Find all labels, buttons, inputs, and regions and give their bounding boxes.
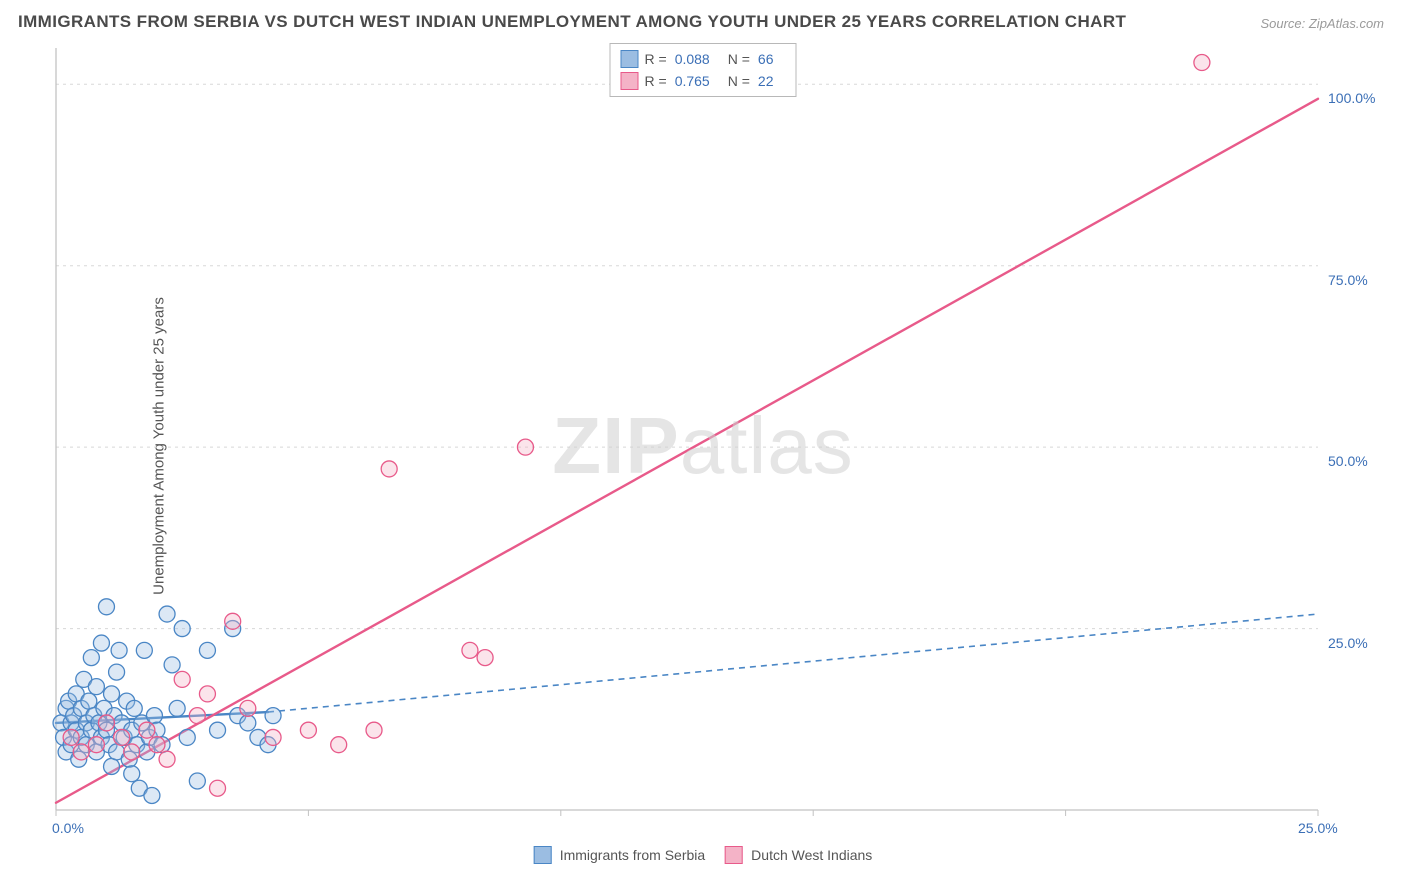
n-label: N = — [728, 70, 750, 92]
scatter-plot — [48, 40, 1388, 840]
r-value-serbia: 0.088 — [675, 48, 710, 70]
x-tick-label: 25.0% — [1298, 820, 1338, 836]
legend-row-serbia: R = 0.088 N = 66 — [621, 48, 786, 70]
series-legend: Immigrants from Serbia Dutch West Indian… — [534, 846, 873, 864]
swatch-serbia — [621, 50, 639, 68]
r-value-dutch: 0.765 — [675, 70, 710, 92]
correlation-legend: R = 0.088 N = 66 R = 0.765 N = 22 — [610, 43, 797, 97]
n-label: N = — [728, 48, 750, 70]
y-tick-label: 50.0% — [1328, 453, 1378, 469]
y-tick-label: 75.0% — [1328, 272, 1378, 288]
y-tick-label: 25.0% — [1328, 635, 1378, 651]
n-value-serbia: 66 — [758, 48, 774, 70]
legend-row-dutch: R = 0.765 N = 22 — [621, 70, 786, 92]
swatch-serbia-icon — [534, 846, 552, 864]
r-label: R = — [645, 70, 667, 92]
chart-title: IMMIGRANTS FROM SERBIA VS DUTCH WEST IND… — [18, 12, 1126, 32]
x-tick-label: 0.0% — [52, 820, 84, 836]
legend-item-dutch: Dutch West Indians — [725, 846, 872, 864]
swatch-dutch — [621, 72, 639, 90]
swatch-dutch-icon — [725, 846, 743, 864]
n-value-dutch: 22 — [758, 70, 774, 92]
y-tick-label: 100.0% — [1328, 90, 1378, 106]
legend-label-dutch: Dutch West Indians — [751, 847, 872, 863]
legend-item-serbia: Immigrants from Serbia — [534, 846, 705, 864]
legend-label-serbia: Immigrants from Serbia — [560, 847, 705, 863]
r-label: R = — [645, 48, 667, 70]
source-label: Source: ZipAtlas.com — [1260, 16, 1384, 31]
